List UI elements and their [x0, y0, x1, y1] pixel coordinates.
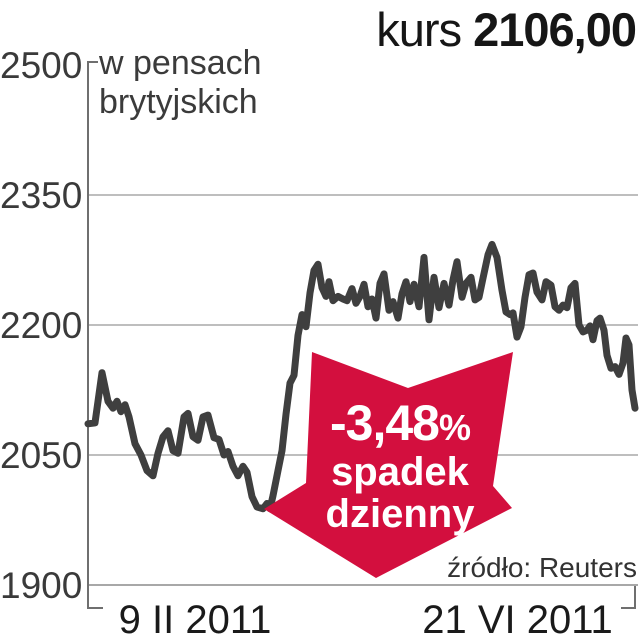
- source-credit: źródło: Reuters: [447, 552, 637, 583]
- y-axis-unit-label: w pensach brytyjskich: [99, 44, 262, 121]
- price-value: 2106,00: [473, 3, 637, 56]
- ytick-2350: 2350: [0, 175, 83, 216]
- drop-caption-line1: spadek: [331, 450, 469, 494]
- drop-percent: -3,48%: [300, 394, 500, 452]
- ytick-2500: 2500: [0, 45, 83, 86]
- ytick-2050: 2050: [0, 435, 83, 476]
- drop-percent-value: -3,48: [330, 395, 440, 451]
- ytick-1900: 1900: [0, 565, 83, 606]
- x-axis-bracket-right: [621, 586, 636, 609]
- xtick-start-date: 9 II 2011: [118, 598, 272, 640]
- price-label: kurs: [376, 3, 462, 56]
- drop-caption-line2: dzienny: [325, 492, 475, 536]
- x-axis-bracket-left: [87, 585, 103, 609]
- y-axis-line: [87, 61, 98, 585]
- price-line: [84, 240, 639, 513]
- drop-arrow: [264, 352, 513, 578]
- ytick-2200: 2200: [0, 305, 83, 346]
- xtick-end-date: 21 VI 2011: [422, 598, 613, 640]
- percent-sign: %: [438, 407, 471, 448]
- price-header: kurs 2106,00: [376, 2, 637, 57]
